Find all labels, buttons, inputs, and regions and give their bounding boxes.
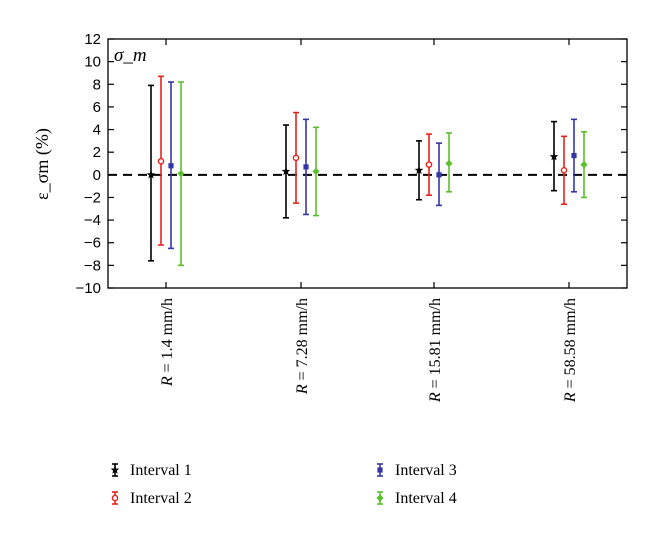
legend-marker [111,494,119,502]
error-bars [146,75,588,267]
legend-item: Interval 4 [376,490,457,507]
y-tick-label: 10 [84,54,101,71]
category-label: R = 58.58 mm/h [562,298,579,403]
mean-marker [157,157,165,165]
y-tick-label: 12 [84,31,101,48]
plot-frame [107,38,628,289]
y-tick-label: −4 [84,212,101,229]
legend-item: Interval 2 [111,490,192,507]
category-label: R = 1.4 mm/h [159,298,176,387]
legend-item: Interval 1 [110,462,192,479]
y-axis-label-text: ε_σm (%) [32,128,53,200]
legend-marker [377,467,383,473]
legend-label: Interval 3 [395,462,457,479]
legend-item: Interval 3 [377,462,457,479]
legend-marker [110,465,120,474]
series-2 [157,75,568,246]
y-axis-label: ε_σm (%) [32,128,53,200]
category-variable: R [427,392,444,403]
plot-annotation: σ_m [114,45,147,66]
y-tick-label: 8 [93,76,101,93]
y-tick-label: −8 [84,257,101,274]
mean-marker [445,159,453,168]
y-tick-label: 4 [93,122,101,139]
mean-marker [281,166,291,176]
mean-marker [414,165,424,175]
mean-marker [549,152,559,161]
series-3 [168,81,577,250]
annotation-symbol: σ_m [114,45,147,66]
mean-marker [312,167,320,176]
y-tick-label: −10 [76,280,101,297]
category-variable: R [562,392,579,403]
mean-marker [436,172,442,178]
mean-marker [560,166,568,174]
legend-label: Interval 2 [130,490,192,507]
category-value: = 7.28 mm/h [294,298,311,384]
category-value: = 15.81 mm/h [427,298,444,392]
category-value: = 58.58 mm/h [562,298,579,392]
legend-label: Interval 4 [395,490,457,507]
mean-marker [571,152,577,159]
mean-marker [303,164,309,170]
category-variable: R [159,376,176,387]
category-label: R = 7.28 mm/h [294,298,311,395]
mean-marker [580,161,588,169]
legend-marker [376,494,384,502]
mean-marker [177,170,185,178]
y-axis-ticks: −10 −8 −6 −4 −2 0 2 4 6 8 10 12 [76,31,627,297]
category-variable: R [294,384,311,395]
mean-marker [146,170,156,179]
y-tick-label: −6 [84,235,101,252]
legend: Interval 1 Interval 2 Interval 3 Interval 4 [110,462,457,507]
y-tick-label: 2 [93,144,101,161]
mean-marker [292,154,300,162]
category-label: R = 15.81 mm/h [427,298,444,403]
y-tick-label: 6 [93,99,101,116]
mean-marker [425,161,433,168]
legend-label: Interval 1 [130,462,192,479]
category-labels: R = 1.4 mm/hR = 7.28 mm/hR = 15.81 mm/hR… [159,39,579,403]
series-1 [146,84,559,262]
series-4 [177,81,588,267]
y-tick-label: 0 [93,167,101,184]
mean-marker [168,163,174,169]
category-value: = 1.4 mm/h [159,298,176,376]
y-tick-label: −2 [84,189,101,206]
